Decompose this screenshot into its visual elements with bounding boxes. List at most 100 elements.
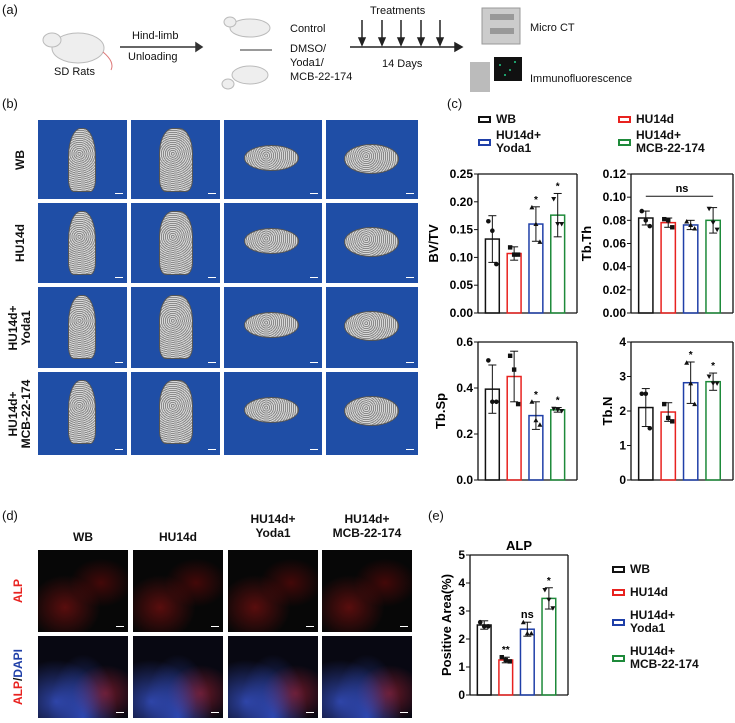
arrowhead [357,37,367,47]
data-point [710,381,716,386]
schematic-graphics [42,7,522,92]
y-tick-label: 0.6 [456,335,473,349]
data-point [515,401,521,407]
micro-ct-image [224,372,322,455]
fluorescence-image [228,550,318,632]
data-point [499,655,504,660]
arrowhead [377,37,387,47]
legend-swatch [478,116,491,123]
micro-ct-image [131,287,220,368]
column-header-1: HU14d [133,530,223,544]
data-point [647,223,653,229]
data-point [515,252,521,257]
legend-item: HU14d+ Yoda1 [612,609,699,635]
bone-render [159,380,193,444]
treatments-label: Treatments [370,5,426,17]
legend-label: HU14d+ Yoda1 [496,129,541,155]
column-header-0: WB [38,530,128,544]
scale-bar [310,193,318,194]
data-point [684,360,690,365]
scale-bar [400,626,408,627]
control-label: Control [290,23,326,35]
column-header-line: HU14d+ [250,512,296,526]
data-point [710,220,716,226]
y-tick-label: 1 [458,660,465,674]
significance-label: * [556,396,560,407]
micro-ct-image [131,372,220,455]
data-point [550,606,556,611]
rat-icon [42,32,113,71]
panel-label-e: (e) [428,508,444,523]
data-point [490,399,495,405]
data-point [528,630,534,636]
data-point [639,391,645,397]
column-header-line: Yoda1 [255,526,291,540]
scale-bar [310,277,318,278]
y-tick-label: 0.00 [603,306,627,320]
data-point [511,252,517,257]
legend-line: MCB-22-174 [630,657,699,671]
panel-label-a: (a) [2,2,18,17]
legend-swatch [478,138,491,146]
legend-label: WB [630,562,650,576]
data-point [529,204,535,210]
data-point [520,619,526,625]
legend-swatch [612,654,625,662]
y-tick-label: 5 [458,548,465,562]
data-point [706,374,712,379]
bone-render [159,295,193,359]
column-header-2: HU14d+ Yoda1 [228,512,318,540]
bone-render [159,128,193,192]
scale-bar [400,712,408,713]
legend-label: HU14d+ MCB-22-174 [630,645,699,671]
microscope-icon [470,57,522,92]
significance-label: * [534,195,538,206]
scale-bar [208,277,216,278]
y-tick-label: 0.00 [450,306,474,320]
column-header-line: WB [73,530,93,544]
significance-label: ns [521,609,534,621]
legend-swatch [612,566,625,573]
micro-ct-image [224,203,322,283]
bar [519,628,535,696]
data-point [481,624,487,629]
data-point [647,425,653,431]
bone-render [344,311,399,341]
fluorescence-image [38,550,128,632]
arrowhead [435,37,445,47]
data-point [555,407,561,413]
y-tick-label: 0 [458,688,465,702]
micro-ct-image [38,372,127,455]
data-point [537,239,543,244]
data-point [688,380,694,386]
data-point [559,222,565,227]
data-point [670,419,675,424]
legend-item: HU14d [618,113,728,126]
fluorescence-image [228,636,318,718]
bone-render [344,144,399,174]
legend-line: HU14d+ [630,644,676,658]
y-tick-label: 0.10 [450,250,474,264]
data-point [706,206,712,212]
data-point [494,261,499,267]
y-tick-label: 0.2 [456,427,473,441]
chart-title: ALP [506,538,532,553]
significance-label: ** [502,645,510,656]
treat-line: Yoda1/ [290,57,324,69]
scale-bar [115,362,123,363]
data-point [639,208,645,214]
y-tick-label: 0.15 [450,223,474,237]
fluorescence-image [322,550,412,632]
micro-ct-image [224,120,322,199]
legend-swatch [618,138,631,146]
data-point [643,218,649,223]
data-point [714,227,720,233]
data-point [714,381,720,386]
legend-line: Yoda1 [496,141,532,155]
fluorescence-image [322,636,412,718]
bar [541,597,557,696]
y-tick-label: 1 [619,439,626,453]
legend-e: WB HU14d HU14d+ Yoda1 HU14d+ MCB-22-174 [612,563,699,671]
scale-bar [310,362,318,363]
